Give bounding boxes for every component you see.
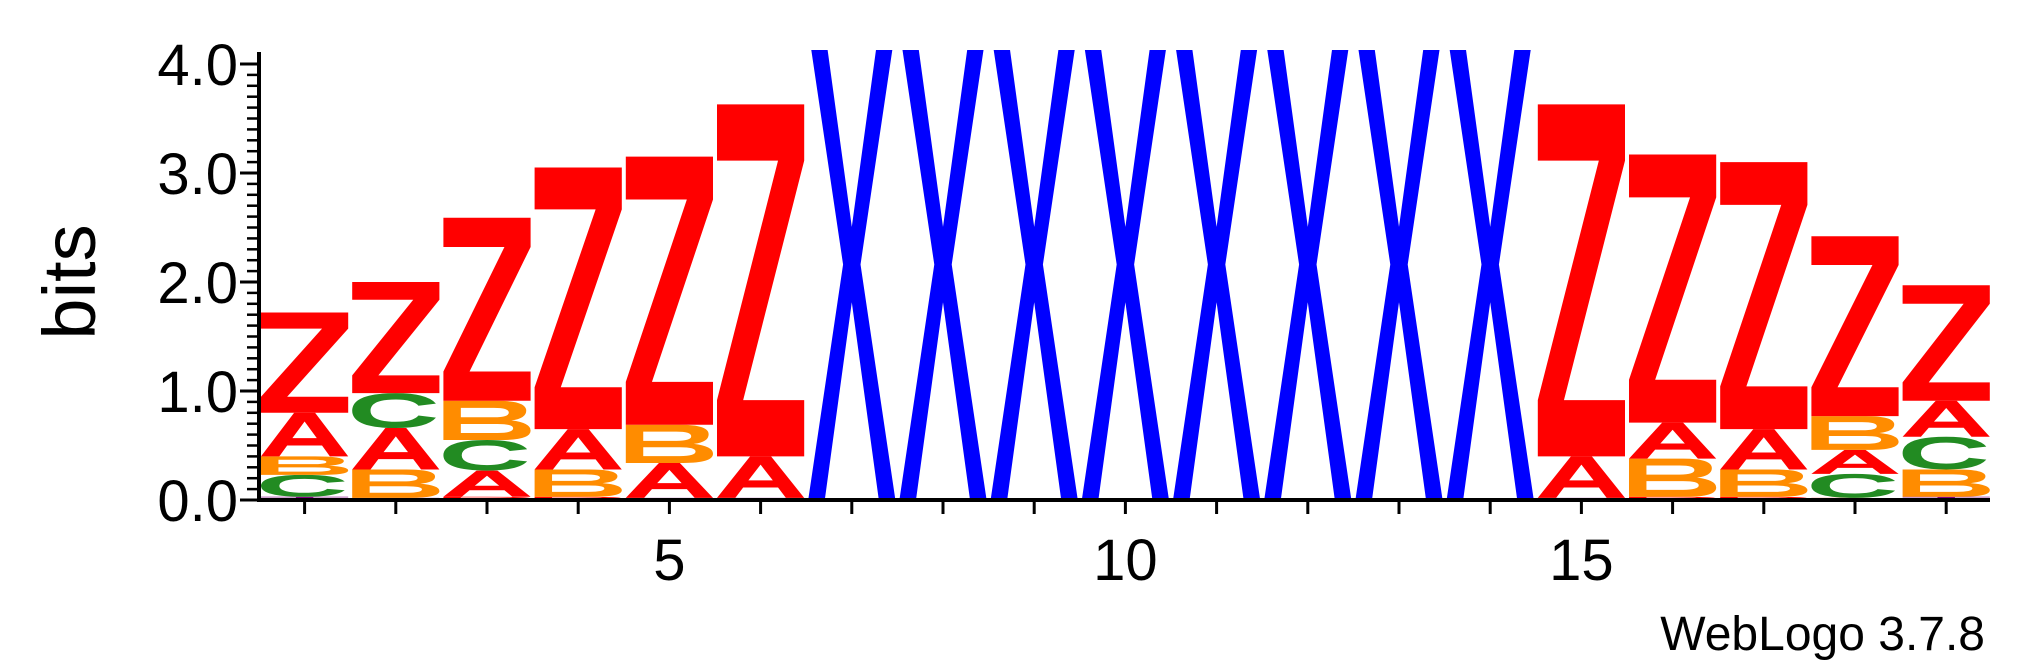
stack-position-2 [352,282,440,500]
stack-position-6 [717,104,805,500]
stack-position-14 [1446,50,1534,500]
letter-A-pos-4 [534,429,622,470]
letter-C-pos-19 [1902,436,1987,470]
letter-B-pos-4 [534,469,622,497]
letter-B-pos-17 [1720,469,1808,497]
stack-position-7 [808,50,896,500]
letter-B-pos-2 [352,469,440,498]
letter-X-pos-12 [1264,50,1352,500]
stack-position-9 [990,50,1078,500]
y-axis-label: bits [28,224,111,339]
letter-A-pos-15 [1537,456,1625,498]
stack-position-8 [899,50,987,500]
letter-Z-pos-6 [717,104,805,457]
y-tick-label: 3.0 [157,142,238,207]
letter-C-pos-2 [352,393,436,429]
letter-X-pos-8 [899,50,987,500]
letter-X-pos-10 [1081,50,1170,500]
letter-X-pos-13 [1355,50,1443,500]
stack-position-13 [1355,50,1443,500]
letter-Z-pos-17 [1720,162,1808,430]
letter-B-pos-16 [1629,458,1717,497]
letter-A-pos-17 [1720,429,1808,470]
letter-A-pos-1 [261,412,349,457]
letter-A-pos-19 [1902,400,1990,437]
stack-position-17 [1720,162,1808,500]
letter-Z-pos-18 [1811,236,1899,417]
stack-position-19 [1902,285,1990,500]
stack-position-1 [261,312,349,500]
stack-position-12 [1264,50,1352,500]
letter-X-pos-7 [808,50,896,500]
letter-Z-pos-2 [352,282,440,394]
stack-position-11 [1173,50,1261,500]
x-tick-label: 15 [1549,528,1614,593]
letter-Z-pos-15 [1537,104,1625,457]
letter-Z-pos-16 [1629,154,1717,423]
stack-position-16 [1629,154,1717,500]
stack-position-5 [625,156,713,500]
letter-A-pos-2 [352,428,440,470]
y-tick-label: 0.0 [157,469,238,534]
letter-X-pos-11 [1173,50,1261,500]
logo-stacks [261,50,1990,500]
letter-C-pos-18 [1811,473,1896,498]
letter-B-pos-3 [443,400,531,441]
letter-Z-pos-5 [625,156,713,425]
y-tick-label: 4.0 [157,33,238,98]
x-axis-ticks: 5 10 15 [303,500,1948,593]
letter-X-pos-14 [1446,50,1534,500]
letter-B-pos-5 [625,424,713,463]
letter-Z-pos-4 [534,167,622,430]
stack-position-15 [1537,104,1625,500]
stack-position-10 [1081,50,1170,500]
letter-A-pos-6 [717,456,805,498]
letter-A-pos-3 [443,470,531,497]
stack-position-18 [1811,236,1899,500]
y-tick-label: 2.0 [157,251,238,316]
y-tick-label: 1.0 [157,360,238,425]
letter-B-pos-19 [1902,469,1990,497]
letter-B-pos-18 [1811,416,1899,450]
letter-Z-pos-19 [1902,285,1990,401]
letter-A-pos-18 [1811,449,1899,474]
letter-Z-pos-3 [443,217,531,401]
stack-position-4 [534,167,622,500]
letter-X-pos-9 [990,50,1078,500]
x-tick-label: 5 [653,528,685,593]
letter-C-pos-1 [261,474,345,497]
y-axis-ticks: 0.0 1.0 2.0 3.0 4.0 [157,33,259,534]
letter-A-pos-16 [1629,422,1717,459]
stack-position-3 [443,217,531,500]
letter-A-pos-5 [625,462,713,498]
letter-B-pos-1 [261,456,349,475]
letter-C-pos-3 [443,440,528,471]
x-tick-label: 10 [1093,528,1158,593]
letter-Z-pos-1 [261,312,349,413]
weblogo-credit: WebLogo 3.7.8 [1660,608,1985,661]
